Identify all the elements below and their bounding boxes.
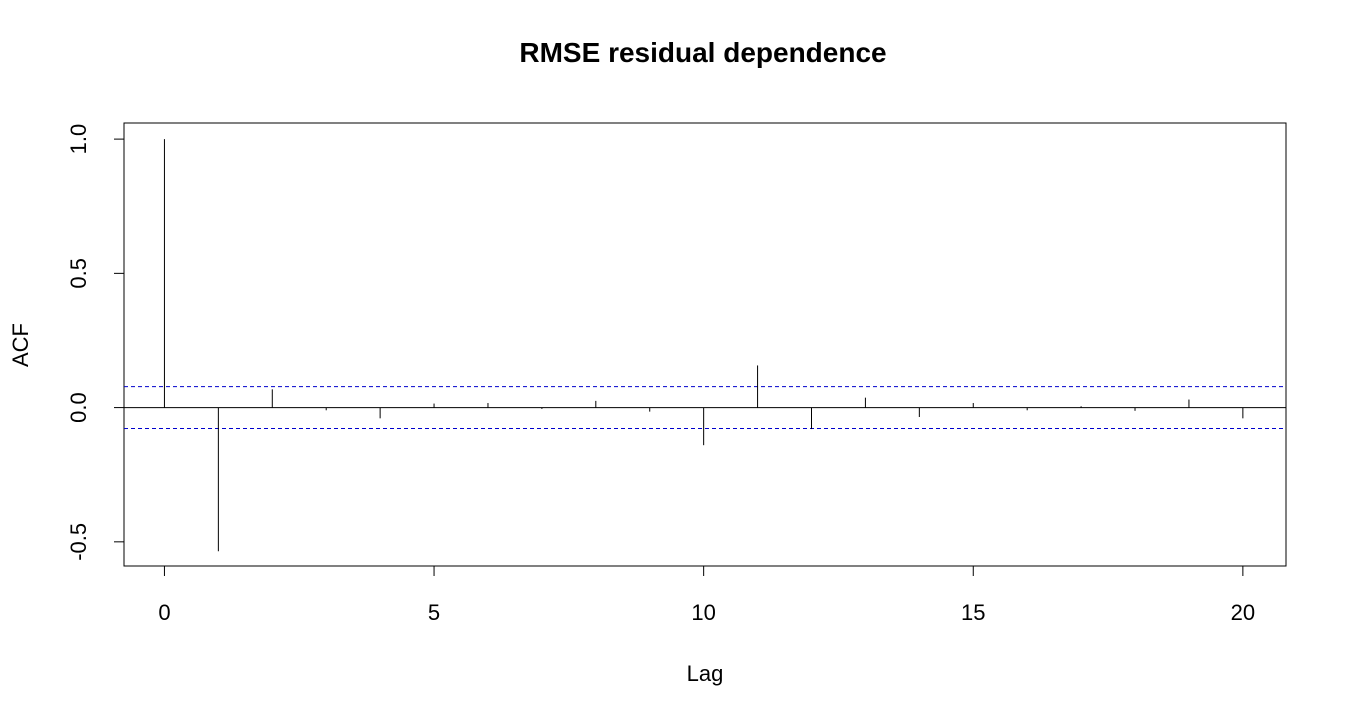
x-tick-label: 20: [1231, 600, 1255, 625]
y-tick-label: -0.5: [66, 523, 91, 561]
x-axis: 0 5 10 15 20: [158, 565, 1255, 625]
y-axis: -0.5 0.0 0.5 1.0: [66, 124, 125, 561]
x-tick-label: 5: [428, 600, 440, 625]
chart-title: RMSE residual dependence: [519, 37, 886, 68]
x-tick-label: 10: [691, 600, 715, 625]
y-tick-label: 0.0: [66, 392, 91, 423]
y-tick-label: 0.5: [66, 258, 91, 289]
y-axis-label: ACF: [8, 323, 33, 367]
x-axis-label: Lag: [687, 661, 724, 686]
acf-bars: [163, 139, 1244, 552]
y-tick-label: 1.0: [66, 124, 91, 155]
x-tick-label: 15: [961, 600, 985, 625]
x-tick-label: 0: [158, 600, 170, 625]
plot-frame: [123, 122, 1287, 567]
